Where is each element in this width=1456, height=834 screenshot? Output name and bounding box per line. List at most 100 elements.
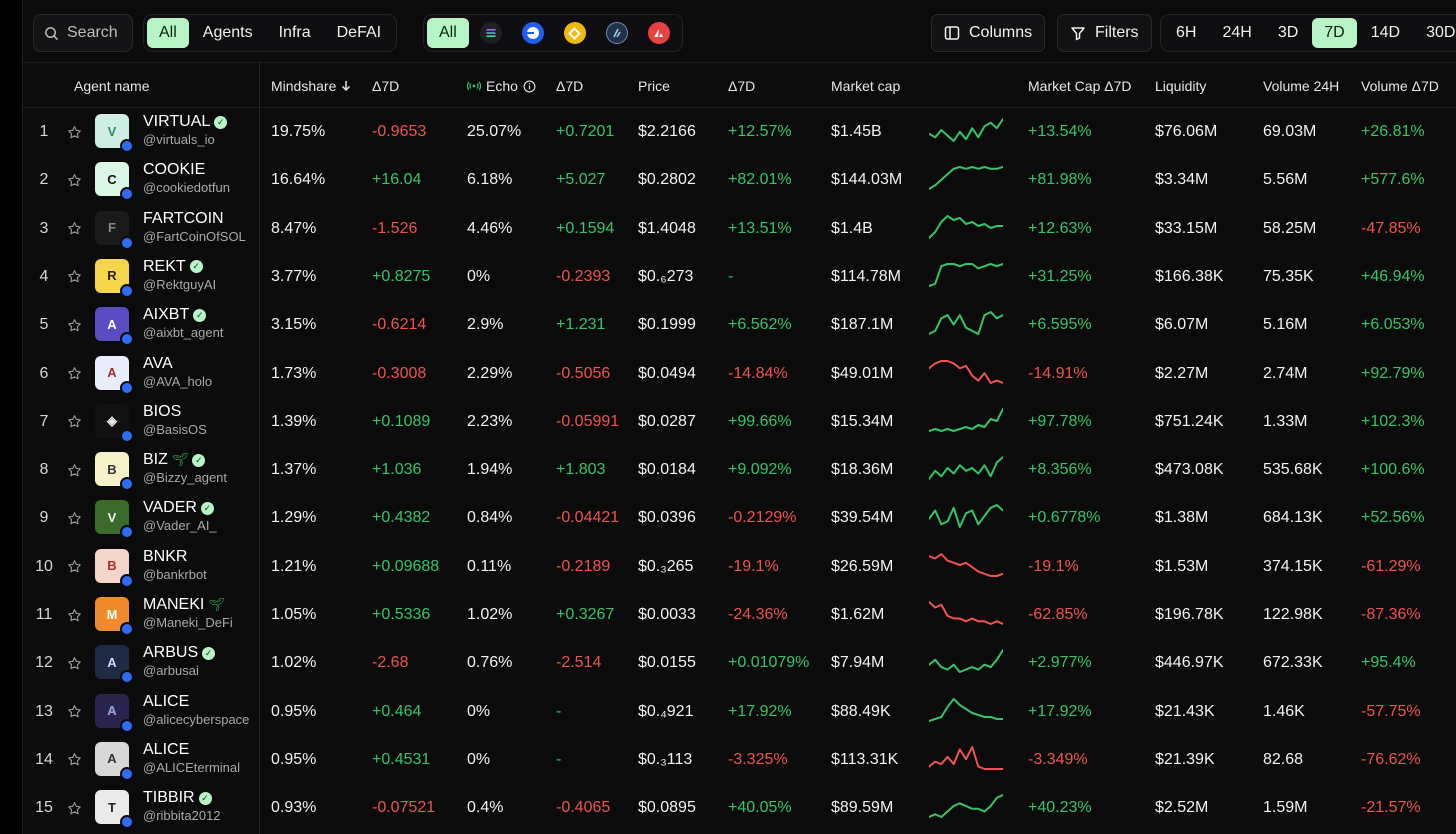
table-row[interactable]: 9 V VADER ✓ @Vader_AI_ 1.29% +0.4382 0.84% -0.04…: [23, 494, 1456, 542]
header-price[interactable]: Price: [638, 78, 670, 94]
table-row[interactable]: 10 B BNKR @bankrbot 1.21% +0.09688 0.11% -0.218…: [23, 543, 1456, 591]
agent-avatar[interactable]: B: [95, 452, 134, 492]
columns-button[interactable]: Columns: [931, 14, 1046, 52]
table-row[interactable]: 2 C COOKIE @cookiedotfun 16.64% +16.04 6.18% +5…: [23, 156, 1456, 204]
table-row[interactable]: 3 F FARTCOIN @FartCoinOfSOL 8.47% -1.526 4.46%…: [23, 205, 1456, 253]
header-echo[interactable]: Echo: [467, 78, 536, 94]
agent-avatar[interactable]: R: [95, 258, 134, 298]
category-defai[interactable]: DeFAI: [336, 24, 382, 41]
table-row[interactable]: 1 V VIRTUAL ✓ @virtuals_io 19.75% -0.9653 25.07…: [23, 108, 1456, 156]
agent-name-block[interactable]: FARTCOIN @FartCoinOfSOL: [143, 209, 255, 245]
star-icon[interactable]: [67, 156, 82, 204]
agent-avatar[interactable]: A: [95, 645, 134, 685]
timeframe-7d[interactable]: 7D: [1312, 18, 1357, 48]
volume-d7-cell: -47.85%: [1361, 219, 1421, 237]
agent-name-block[interactable]: VIRTUAL ✓ @virtuals_io: [143, 112, 255, 148]
agent-avatar[interactable]: M: [95, 597, 134, 636]
agent-avatar[interactable]: A: [95, 741, 134, 781]
agent-name-block[interactable]: BIOS @BasisOS: [143, 402, 255, 438]
star-icon[interactable]: [67, 543, 82, 591]
header-market-cap-d7[interactable]: Market Cap Δ7D: [1028, 78, 1132, 94]
chain-bnb[interactable]: [555, 18, 595, 48]
table-row[interactable]: 5 A AIXBT ✓ @aixbt_agent 3.15% -0.6214 2.9% +1.2…: [23, 301, 1456, 349]
star-icon[interactable]: [67, 639, 82, 687]
table-row[interactable]: 7 ◈ BIOS @BasisOS 1.39% +0.1089 2.23% -0.05991 $…: [23, 398, 1456, 446]
agent-name-block[interactable]: MANEKI 🌱︎ @Maneki_DeFi: [143, 595, 255, 631]
agent-name-block[interactable]: ARBUS ✓ @arbusai: [143, 643, 255, 679]
table-row[interactable]: 13 A ALICE @alicecyberspace 0.95% +0.464 0% - $0…: [23, 688, 1456, 736]
chain-base[interactable]: [513, 18, 553, 48]
category-infra[interactable]: Infra: [278, 24, 311, 41]
header-agent-name[interactable]: Agent name: [74, 78, 150, 94]
agent-name-block[interactable]: REKT ✓ @RektguyAI: [143, 257, 255, 293]
timeframe-24h[interactable]: 24H: [1222, 24, 1252, 41]
header-mindshare[interactable]: Mindshare: [271, 78, 351, 94]
agent-avatar[interactable]: V: [95, 500, 134, 540]
header-market-cap[interactable]: Market cap: [831, 78, 901, 94]
table-row[interactable]: 15 T TIBBIR ✓ @ribbita2012 0.93% -0.07521 0.4% -…: [23, 784, 1456, 832]
chain-all[interactable]: All: [427, 18, 469, 48]
table-row[interactable]: 4 R REKT ✓ @RektguyAI 3.77% +0.8275 0% -0.2393 $0…: [23, 253, 1456, 301]
star-icon[interactable]: [67, 736, 82, 784]
agent-name-block[interactable]: VADER ✓ @Vader_AI_: [143, 498, 255, 534]
table-row[interactable]: 11 M MANEKI 🌱︎ @Maneki_DeFi 1.05% +0.5336 1.02%…: [23, 591, 1456, 639]
agent-name-block[interactable]: COOKIE @cookiedotfun: [143, 160, 255, 196]
star-icon[interactable]: [67, 301, 82, 349]
timeframe-3d[interactable]: 3D: [1277, 24, 1299, 41]
table-row[interactable]: 6 A AVA @AVA_holo 1.73% -0.3008 2.29% -0.5056 $0…: [23, 350, 1456, 398]
header-echo-d7[interactable]: Δ7D: [556, 78, 584, 94]
agent-name-block[interactable]: ALICE @alicecyberspace: [143, 692, 255, 728]
agent-name-block[interactable]: BNKR @bankrbot: [143, 547, 255, 583]
category-all[interactable]: All: [147, 18, 189, 48]
header-mindshare-d7[interactable]: Δ7D: [372, 78, 400, 94]
timeframe-14d[interactable]: 14D: [1370, 24, 1401, 41]
header-liquidity[interactable]: Liquidity: [1155, 78, 1207, 94]
star-icon[interactable]: [67, 108, 82, 156]
star-icon[interactable]: [67, 784, 82, 832]
agent-name-block[interactable]: BIZ 🌱︎ ✓ @Bizzy_agent: [143, 450, 255, 486]
agent-name-block[interactable]: TIBBIR ✓ @ribbita2012: [143, 788, 255, 824]
star-icon[interactable]: [67, 688, 82, 736]
agent-avatar[interactable]: A: [95, 355, 134, 395]
header-price-d7[interactable]: Δ7D: [728, 78, 756, 94]
star-icon[interactable]: [67, 446, 82, 494]
chain-arbitrum[interactable]: [597, 18, 637, 48]
chain-avalanche[interactable]: [639, 18, 679, 48]
agent-name-block[interactable]: ALICE @ALICEterminal: [143, 740, 255, 776]
star-icon[interactable]: [67, 253, 82, 301]
table-row[interactable]: 14 A ALICE @ALICEterminal 0.95% +0.4531 0% - $0.…: [23, 736, 1456, 784]
agent-avatar[interactable]: ◈: [95, 403, 134, 443]
star-icon[interactable]: [67, 398, 82, 446]
timeframe-6h[interactable]: 6H: [1176, 24, 1197, 41]
star-icon[interactable]: [67, 350, 82, 398]
liquidity-cell: $473.08K: [1155, 461, 1224, 479]
agent-avatar[interactable]: T: [95, 790, 134, 830]
agent-avatar[interactable]: F: [95, 210, 134, 250]
category-agents[interactable]: Agents: [202, 24, 253, 41]
volume-d7-cell: +95.4%: [1361, 654, 1416, 672]
star-icon[interactable]: [67, 205, 82, 253]
filters-button[interactable]: Filters: [1057, 14, 1152, 52]
table-row[interactable]: 12 A ARBUS ✓ @arbusai 1.02% -2.68 0.76% -2.514 $0…: [23, 639, 1456, 687]
header-volume-24h[interactable]: Volume 24H: [1263, 78, 1340, 94]
market-cap-sparkline: [929, 601, 1003, 625]
table-row[interactable]: 8 B BIZ 🌱︎ ✓ @Bizzy_agent 1.37% +1.036 1.94% +1.8…: [23, 446, 1456, 494]
agent-name-block[interactable]: AIXBT ✓ @aixbt_agent: [143, 305, 255, 341]
chain-solana[interactable]: [471, 18, 511, 48]
star-icon[interactable]: [67, 591, 82, 639]
agent-name-block[interactable]: AVA @AVA_holo: [143, 354, 255, 390]
agent-avatar[interactable]: A: [95, 307, 134, 347]
market-cap-sparkline: [929, 745, 1003, 770]
agent-avatar[interactable]: C: [95, 162, 134, 202]
agent-avatar[interactable]: V: [95, 114, 134, 153]
agent-name: VADER: [143, 499, 197, 517]
agent-handle: @aixbt_agent: [143, 325, 224, 341]
echo-d7-cell: -: [556, 750, 562, 768]
info-icon[interactable]: [523, 80, 536, 93]
timeframe-30d[interactable]: 30D: [1426, 24, 1456, 41]
search-box[interactable]: Search: [33, 14, 133, 52]
header-volume-d7[interactable]: Volume Δ7D: [1361, 78, 1439, 94]
star-icon[interactable]: [67, 494, 82, 542]
agent-avatar[interactable]: B: [95, 548, 134, 588]
agent-avatar[interactable]: A: [95, 693, 134, 733]
